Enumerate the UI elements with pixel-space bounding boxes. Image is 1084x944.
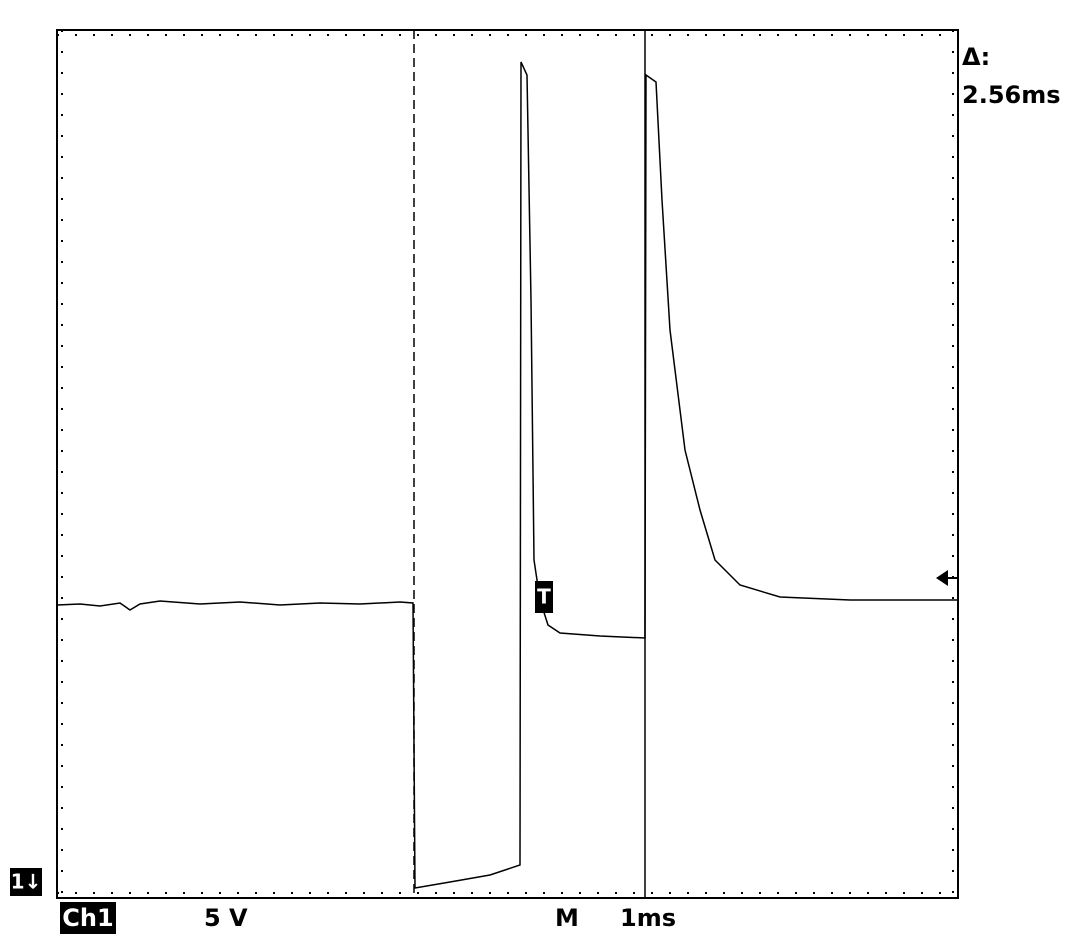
- channel-marker-box: [10, 868, 42, 896]
- timebase-scale: 1ms: [620, 904, 676, 932]
- timebase-label: M: [555, 904, 579, 932]
- delta-value: 2.56ms: [962, 81, 1061, 109]
- graticule: [56, 29, 959, 899]
- delta-label: Δ:: [962, 43, 990, 71]
- graticule-border: [56, 29, 959, 899]
- channel-marker: 1↓: [11, 870, 42, 894]
- channel-scale: 5 V: [204, 904, 248, 932]
- waveform: [56, 61, 958, 889]
- level-arrow: [936, 570, 948, 586]
- trigger-marker: T: [537, 585, 551, 609]
- channel-name: Ch1: [62, 904, 113, 932]
- trigger-marker-box: [535, 581, 553, 613]
- channel-name-box: [60, 902, 116, 934]
